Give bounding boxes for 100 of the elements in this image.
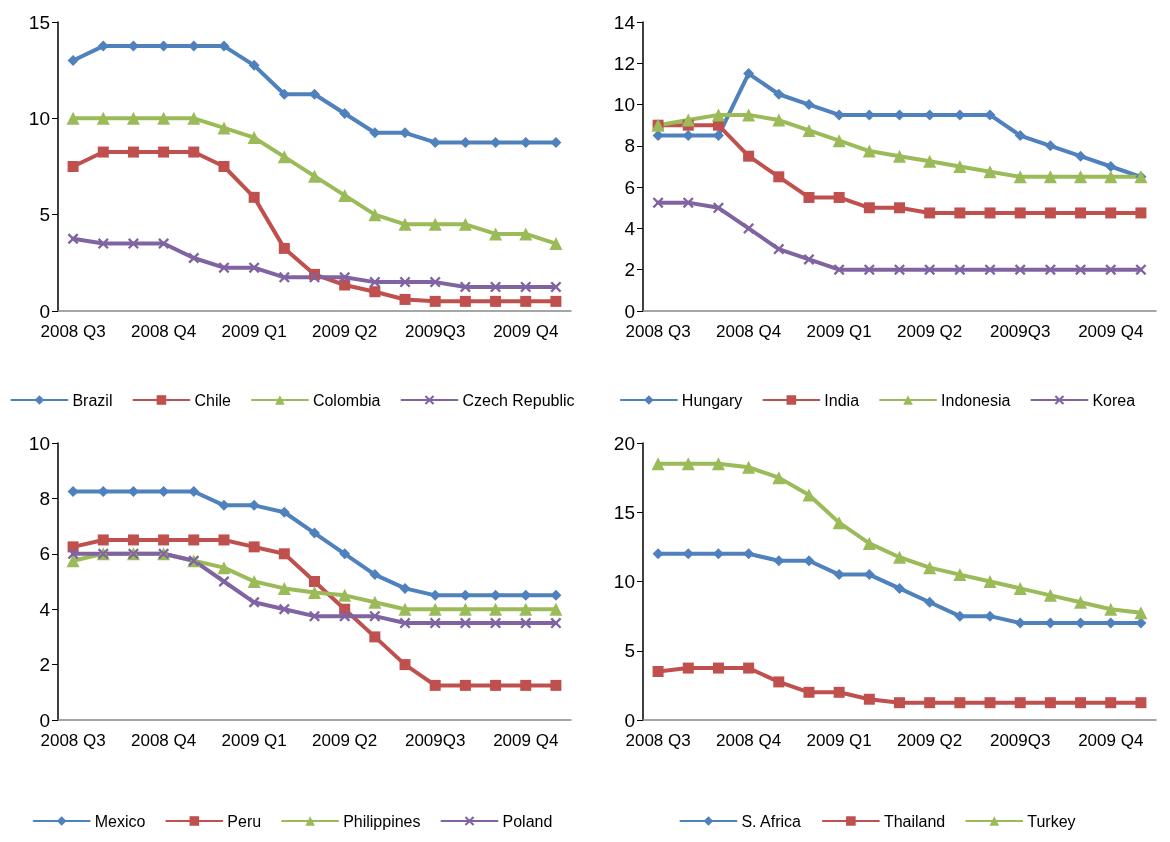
point [520, 281, 532, 293]
legend-label: Philippines [343, 812, 421, 830]
point [248, 596, 260, 608]
point [248, 541, 260, 553]
point [459, 617, 471, 629]
x-tick-label: 2009Q3 [404, 322, 466, 341]
point [1043, 588, 1057, 602]
point [97, 534, 109, 546]
legend-label: India [824, 391, 860, 409]
point [519, 602, 533, 616]
point [923, 561, 937, 575]
point [1044, 697, 1056, 709]
point [67, 161, 79, 172]
point [126, 111, 140, 125]
y-tick-label: 12 [613, 52, 635, 74]
x-tick-label: 2009 Q2 [897, 322, 963, 341]
point [369, 276, 381, 288]
legend-label: Brazil [72, 391, 113, 409]
point [399, 659, 411, 671]
y-tick-label: 6 [624, 176, 635, 198]
x-tick-label: 2009 Q1 [806, 322, 872, 341]
point [368, 208, 382, 222]
point [278, 88, 290, 100]
point [399, 276, 411, 288]
point [398, 217, 412, 231]
point [459, 281, 471, 293]
point [520, 295, 532, 307]
point [218, 161, 230, 172]
point [652, 666, 664, 678]
point [428, 602, 442, 616]
point [773, 243, 785, 255]
point [398, 602, 412, 616]
point [217, 121, 231, 135]
point [863, 693, 875, 705]
point [1075, 264, 1087, 276]
point [429, 679, 441, 691]
point [682, 197, 694, 209]
point [429, 276, 441, 288]
point [924, 697, 936, 709]
y-tick-label: 10 [28, 432, 50, 454]
point [218, 262, 230, 274]
point [652, 197, 664, 209]
y-tick-label: 10 [613, 94, 635, 116]
y-tick-label: 5 [624, 640, 635, 662]
point [743, 662, 755, 674]
point [1044, 264, 1056, 276]
point [862, 536, 876, 550]
point [459, 295, 471, 307]
point [157, 111, 171, 125]
point [339, 271, 351, 283]
point [247, 575, 261, 588]
point [954, 264, 966, 276]
point [924, 596, 936, 608]
legend-label: Colombia [312, 391, 381, 409]
point [1074, 170, 1088, 184]
point [278, 242, 290, 254]
point [893, 149, 906, 163]
point [803, 191, 815, 203]
point [459, 679, 471, 691]
point [490, 295, 502, 307]
x-tick-label: 2009Q3 [989, 322, 1051, 341]
point [682, 662, 694, 674]
point [1135, 697, 1147, 709]
x-tick-label: 2008 Q3 [40, 731, 106, 750]
point [1044, 140, 1056, 152]
legend-label: Korea [1092, 391, 1136, 409]
point [96, 111, 110, 125]
point [1105, 264, 1117, 276]
x-tick-label: 2009 Q4 [493, 322, 559, 341]
point [894, 264, 905, 276]
point [188, 534, 200, 546]
legend-label: Chile [194, 391, 232, 409]
y-tick-label: 8 [624, 135, 635, 157]
point [651, 457, 665, 471]
point [1074, 595, 1088, 609]
point [339, 108, 351, 120]
point [369, 286, 381, 298]
point [772, 113, 786, 127]
point [247, 131, 261, 145]
point [742, 460, 756, 474]
point [127, 534, 139, 546]
point [127, 146, 139, 158]
y-tick-label: 15 [28, 11, 50, 33]
point [1105, 697, 1117, 709]
point [742, 108, 756, 122]
y-tick-label: 0 [39, 300, 50, 322]
point [188, 252, 200, 264]
point [550, 617, 562, 629]
point [803, 99, 815, 111]
point [278, 548, 290, 560]
x-tick-label: 2009 Q4 [493, 731, 559, 750]
point [369, 569, 381, 581]
point [1043, 170, 1057, 184]
point [66, 111, 80, 125]
point [158, 238, 170, 250]
point [490, 679, 502, 691]
point [1013, 170, 1027, 184]
point [369, 631, 381, 643]
point [67, 55, 79, 67]
point [1014, 130, 1026, 142]
